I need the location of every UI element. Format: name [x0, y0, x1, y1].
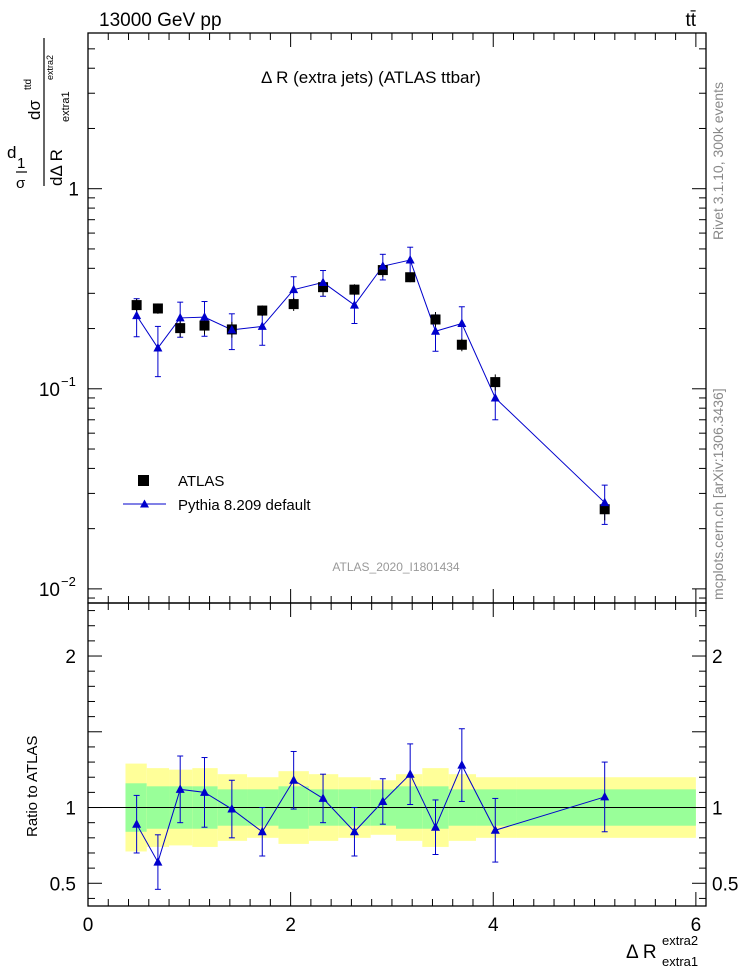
pythia-point [378, 261, 388, 270]
atlas-point [288, 299, 299, 310]
pythia-point [600, 497, 610, 507]
atlas-point [377, 265, 388, 276]
pythia-point [349, 300, 359, 309]
ratio-pythia-point [600, 791, 610, 801]
source-label: mcplots.cern.ch [arXiv:1306.3436] [710, 388, 726, 600]
pythia-point [153, 342, 163, 352]
ratio-pythia-point [175, 784, 185, 793]
ratio-pythia-point [227, 804, 237, 813]
ratio-pythia-point [378, 796, 388, 805]
ylabel-frac-num: dσ [25, 100, 44, 120]
ylabel-frac-den-sup: extra2 [45, 55, 55, 80]
x-tick-label: 4 [488, 915, 499, 936]
ratio-pythia-point [132, 819, 142, 828]
pythia-point [405, 255, 415, 264]
x-tick-label: 0 [83, 915, 94, 936]
watermark: ATLAS_2020_I1801434 [332, 560, 460, 574]
legend: ATLAS Pythia 8.209 default [123, 473, 311, 514]
xlabel-sub: extra1 [662, 954, 698, 969]
legend-atlas-label: ATLAS [178, 473, 224, 490]
x-axis-label: Δ R extra2 extra1 [626, 933, 698, 969]
atlas-point [318, 282, 329, 293]
ratio-y-tick-label: 2 [65, 647, 76, 668]
atlas-point [599, 504, 610, 515]
process-label: tt̄ [685, 10, 696, 31]
energy-label: 13000 GeV pp [99, 10, 222, 31]
ratio-y-tick-label-right: 0.5 [712, 874, 738, 895]
atlas-point [490, 377, 501, 388]
main-y-label: d 1 σ dσ ttd dΔ R extra1 extra2 [7, 38, 72, 192]
atlas-point [349, 284, 360, 295]
ratio-pythia-point [318, 793, 328, 802]
legend-pythia-marker [140, 499, 149, 508]
legend-pythia-label: Pythia 8.209 default [178, 497, 311, 514]
atlas-point [152, 303, 163, 314]
chart-marks: 110 −110 −20 2 4 60.5 0.51 12 2 [39, 32, 738, 936]
main-y-tick-exponent: −2 [61, 574, 76, 589]
ylabel-d: d [7, 143, 16, 162]
atlas-point [430, 314, 441, 325]
xlabel-base: Δ R [626, 942, 657, 963]
main-title: Δ R (extra jets) (ATLAS ttbar) [261, 68, 481, 87]
xlabel-sup: extra2 [662, 933, 698, 948]
atlas-point [199, 320, 210, 331]
pythia-point [175, 312, 185, 322]
ratio-pythia-point [257, 826, 267, 836]
ratio-y-tick-label-right: 2 [712, 647, 723, 668]
pythia-point [457, 318, 467, 327]
main-y-tick-label: 10 [39, 380, 60, 401]
pythia-point [490, 392, 500, 402]
ratio-y-tick-label: 1 [65, 799, 76, 820]
x-tick-label: 2 [285, 915, 296, 936]
ylabel-frac-den: dΔ R [47, 149, 66, 186]
pythia-point [200, 312, 210, 321]
ylabel-sigma: σ [16, 175, 26, 192]
ratio-pythia-point [405, 769, 415, 778]
ratio-y-tick-label-right: 1 [712, 799, 723, 820]
atlas-point [131, 300, 142, 311]
atlas-point [456, 339, 467, 350]
ylabel-frac-den-sub: extra1 [60, 91, 72, 122]
pythia-point [132, 310, 142, 320]
version-label: Rivet 3.1.10, 300k events [710, 82, 726, 240]
main-y-tick-label: 1 [68, 180, 79, 201]
ratio-pythia-point [490, 825, 500, 834]
ratio-y-label: Ratio to ATLAS [24, 736, 41, 837]
ratio-pythia-point [289, 775, 299, 784]
ylabel-frac-num-sup: ttd [23, 79, 34, 90]
main-y-tick-exponent: −1 [61, 374, 76, 389]
ratio-pythia-point [349, 826, 359, 836]
atlas-point [257, 305, 268, 316]
pythia-point [430, 326, 440, 335]
pythia-point [289, 284, 299, 294]
ratio-pythia-point [153, 857, 163, 866]
pythia-line [136, 259, 606, 503]
x-tick-label: 6 [691, 915, 702, 936]
pythia-point [318, 277, 328, 286]
pythia-point [227, 324, 237, 334]
ratio-pythia-point [430, 822, 440, 831]
atlas-point [175, 323, 186, 334]
ratio-y-tick-label: 0.5 [50, 874, 76, 895]
pythia-point [257, 321, 267, 330]
main-y-tick-label: 10 [39, 580, 60, 601]
ratio-pythia-point [457, 760, 467, 769]
ratio-frame [87, 602, 707, 907]
atlas-point [405, 272, 416, 283]
ylabel-one: 1 [17, 155, 25, 172]
ratio-pythia-point [200, 787, 210, 796]
legend-atlas-marker [138, 475, 149, 486]
